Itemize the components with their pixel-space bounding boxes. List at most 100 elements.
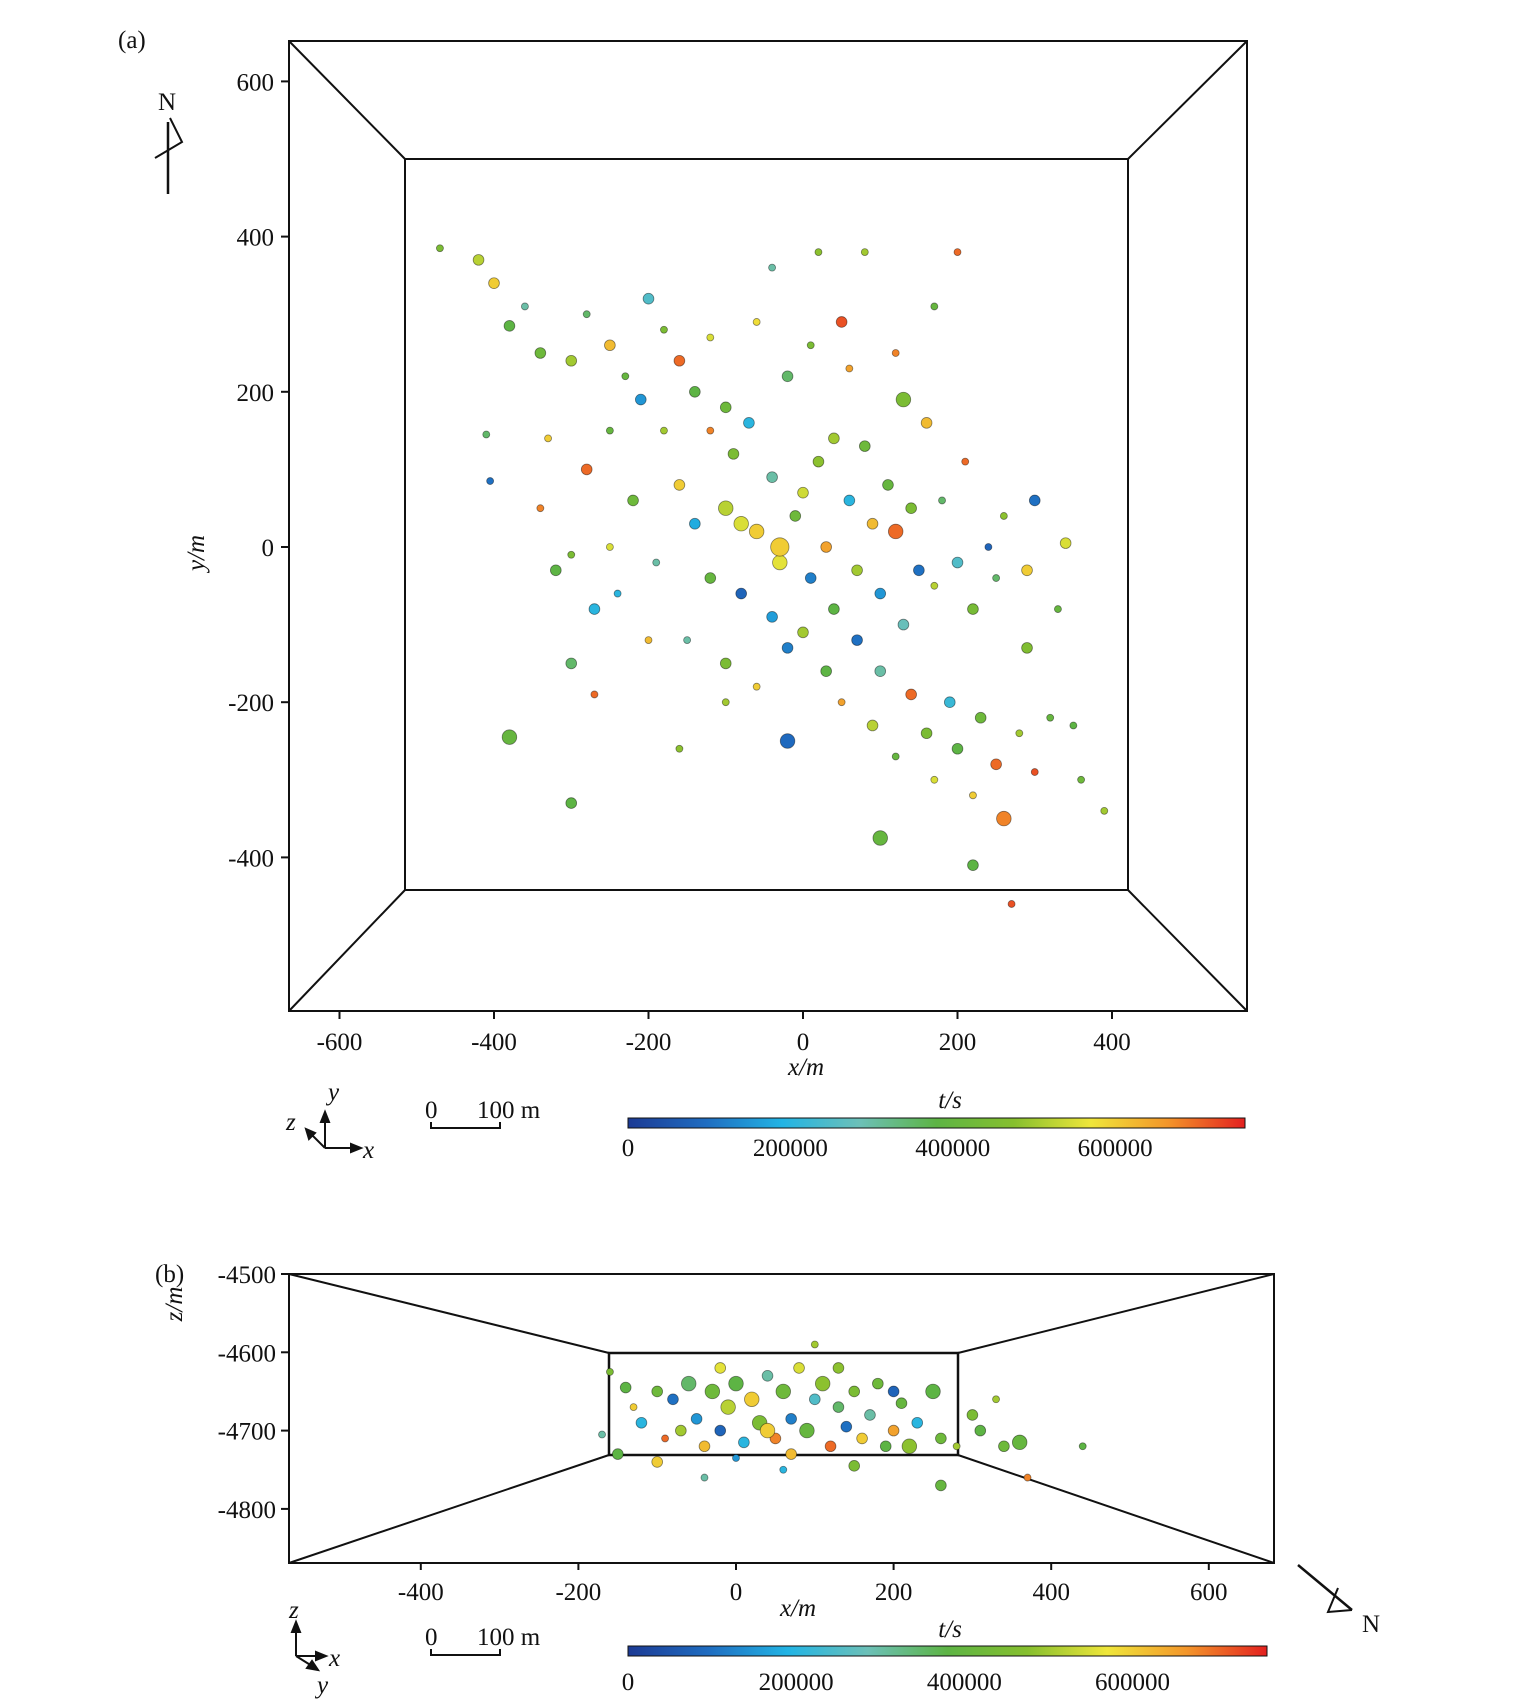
event-point — [690, 1413, 703, 1425]
event-point — [812, 455, 825, 468]
x-tick-label: 200 — [875, 1579, 913, 1606]
event-point — [828, 603, 840, 615]
event-point — [759, 1422, 776, 1439]
event-point — [1030, 768, 1039, 776]
z-tick-label: -4500 — [218, 1262, 276, 1289]
colorbar-b — [627, 1645, 1268, 1657]
colorbar-a-ticks: 0 200000 400000 600000 — [622, 1135, 1153, 1162]
scale-bar: 0 100 m — [425, 1097, 541, 1129]
event-point — [720, 1399, 736, 1415]
event-point — [828, 432, 840, 445]
event-point — [565, 657, 578, 670]
event-point — [565, 354, 578, 367]
event-point — [974, 711, 987, 724]
triad-z-label: z — [288, 1597, 299, 1624]
panel-a-y-axis-label: y/m — [183, 535, 210, 574]
event-point — [967, 859, 979, 871]
event-point — [627, 494, 639, 507]
event-point — [1100, 806, 1109, 815]
event-point — [613, 589, 622, 598]
event-point — [565, 797, 578, 809]
event-point — [590, 690, 599, 699]
event-point — [895, 1397, 908, 1409]
event-point — [536, 504, 545, 513]
event-point — [810, 1340, 819, 1349]
event-point — [905, 688, 917, 701]
event-point — [635, 1416, 648, 1429]
north-label: N — [158, 89, 176, 116]
event-point — [704, 572, 717, 584]
event-point — [1021, 642, 1033, 654]
event-point — [897, 618, 910, 631]
event-point — [887, 1424, 900, 1437]
event-point — [851, 564, 863, 577]
event-point — [967, 603, 979, 615]
event-point — [605, 426, 614, 435]
y-tick-label: -200 — [228, 690, 274, 717]
x-tick-label: 400 — [1093, 1029, 1131, 1056]
event-point — [721, 698, 730, 707]
event-point — [1046, 713, 1055, 722]
event-point — [488, 277, 500, 289]
panel-a-ticks: -600 -400 -200 0 200 400 -400 -200 0 200 400 600 — [228, 69, 1131, 1056]
event-point — [925, 1383, 941, 1400]
event-point — [472, 254, 485, 266]
event-point — [727, 448, 740, 460]
event-point — [629, 1403, 638, 1412]
scale-bar-label: 100 m — [477, 1097, 541, 1124]
event-point — [719, 401, 732, 414]
event-point — [920, 727, 933, 740]
north-arrow-icon: N — [154, 89, 184, 194]
x-tick-label: 600 — [1190, 1579, 1228, 1606]
event-point — [781, 370, 794, 383]
event-point — [874, 587, 887, 600]
event-point — [864, 1409, 876, 1421]
event-point — [951, 742, 964, 755]
event-point — [606, 1367, 614, 1376]
y-tick-label: 400 — [237, 225, 275, 252]
event-point — [772, 554, 788, 571]
event-point — [814, 1375, 831, 1392]
event-point — [706, 426, 715, 435]
event-point — [930, 302, 939, 311]
scale-bar-zero: 0 — [425, 1624, 438, 1651]
event-point — [675, 1424, 687, 1437]
x-tick-label: 0 — [730, 1579, 743, 1606]
event-point — [974, 1424, 987, 1437]
event-point — [996, 810, 1012, 827]
event-point — [999, 512, 1008, 520]
panel-a-outer-box — [288, 40, 1248, 1012]
event-point — [651, 1456, 663, 1468]
x-tick-label: -200 — [555, 1579, 601, 1606]
event-point — [920, 417, 933, 429]
event-point — [779, 733, 796, 749]
colorbar-tick-label: 600000 — [1078, 1135, 1153, 1162]
event-point — [621, 372, 630, 381]
event-point — [953, 248, 962, 257]
event-point — [698, 1440, 711, 1453]
colorbar-tick-label: 400000 — [927, 1669, 1002, 1696]
event-point — [887, 1385, 900, 1398]
event-point — [905, 502, 917, 515]
panel-b-outer-box — [288, 1273, 1275, 1564]
event-point — [858, 440, 871, 452]
event-point — [735, 587, 747, 600]
event-point — [804, 572, 817, 584]
event-point — [766, 471, 778, 483]
colorbar-a-title: t/s — [938, 1087, 962, 1114]
panel-a-label: (a) — [118, 27, 146, 54]
event-point — [642, 292, 655, 305]
event-point — [1078, 1442, 1087, 1451]
event-point — [598, 1430, 606, 1439]
event-point — [820, 665, 832, 677]
event-point — [848, 1385, 860, 1398]
event-point — [820, 541, 832, 553]
event-point — [901, 1438, 918, 1454]
panel-b-inner-box — [607, 1351, 960, 1457]
panel-a-inner-box — [404, 158, 1129, 891]
event-point — [1011, 1434, 1028, 1451]
event-point — [588, 603, 601, 615]
event-point — [482, 430, 491, 439]
event-point — [843, 494, 856, 507]
